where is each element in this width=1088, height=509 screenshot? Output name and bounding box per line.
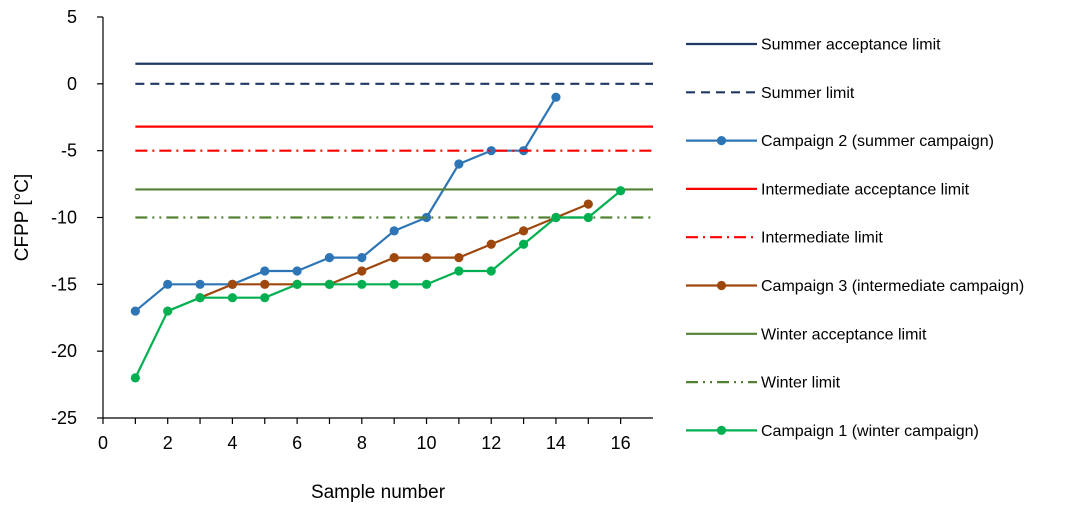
x-tick-label: 14 [546, 433, 566, 453]
legend-label: Campaign 3 (intermediate campaign) [761, 278, 1024, 295]
data-point [421, 212, 432, 223]
x-tick-label: 10 [417, 433, 437, 453]
legend-item-campaign-1-winter-campaign: Campaign 1 (winter campaign) [686, 423, 979, 440]
x-tick-label: 16 [611, 433, 631, 453]
y-tick-label: 0 [67, 74, 77, 94]
data-point [583, 199, 593, 209]
data-point [583, 212, 593, 223]
x-tick-label: 2 [163, 433, 173, 453]
series-line-campaign-2-summer-campaign [134, 96, 557, 312]
x-tick-label: 6 [292, 433, 302, 453]
legend-marker [716, 280, 727, 291]
legend-item-winter-acceptance-limit: Winter acceptance limit [686, 326, 927, 343]
data-point [130, 306, 140, 316]
legend-label: Intermediate acceptance limit [761, 181, 970, 198]
data-point [163, 306, 173, 316]
data-point [421, 253, 432, 263]
axes: 5 0 -5 -10 -15 -20 -25 0 2 4 6 8 10 12 14 16 [51, 7, 653, 453]
data-point [324, 279, 335, 289]
legend-item-intermediate-acceptance-limit: Intermediate acceptance limit [686, 181, 970, 198]
legend-marker [716, 425, 727, 435]
x-axis-title: Sample number [311, 482, 446, 503]
data-point [292, 279, 302, 289]
series-campaign-2-summer-campaign [130, 92, 561, 316]
data-point [227, 279, 238, 289]
data-point [227, 293, 238, 303]
y-tick-label: -15 [51, 274, 77, 294]
data-point [292, 266, 302, 276]
plot-area [130, 62, 653, 383]
legend-label: Campaign 1 (winter campaign) [761, 423, 979, 440]
series-line-campaign-1-winter-campaign [134, 189, 622, 379]
data-point [486, 239, 496, 249]
legend-label: Intermediate limit [761, 230, 883, 247]
legend-item-campaign-2-summer-campaign: Campaign 2 (summer campaign) [686, 133, 994, 150]
data-point [130, 373, 140, 383]
legend-label: Summer limit [761, 85, 855, 102]
data-point [357, 279, 367, 289]
y-tick-label: 5 [67, 7, 77, 27]
data-point [389, 279, 399, 289]
legend-item-summer-limit: Summer limit [686, 85, 855, 102]
data-point [324, 253, 335, 263]
legend-item-intermediate-limit: Intermediate limit [686, 230, 883, 247]
data-point [389, 253, 399, 263]
legend-item-winter-limit: Winter limit [686, 375, 841, 392]
data-point [357, 266, 367, 276]
data-point [260, 293, 270, 303]
series-campaign-1-winter-campaign [130, 186, 626, 383]
data-point [551, 92, 561, 102]
x-tick-label: 0 [98, 433, 108, 453]
data-point [551, 212, 561, 223]
data-point [195, 293, 205, 303]
legend-label: Summer acceptance limit [761, 37, 941, 54]
data-point [389, 226, 399, 236]
data-point [454, 266, 464, 276]
legend-item-campaign-3-intermediate-campaign: Campaign 3 (intermediate campaign) [686, 278, 1024, 295]
legend: Summer acceptance limit Summer limit Campa… [686, 37, 1024, 440]
data-point [486, 146, 496, 156]
y-tick-label: -5 [61, 141, 77, 161]
data-point [518, 239, 529, 249]
data-point [486, 266, 496, 276]
data-point [260, 279, 270, 289]
data-point [454, 253, 464, 263]
y-tick-label: -25 [51, 408, 77, 428]
data-point [195, 279, 205, 289]
y-tick-label: -20 [51, 341, 77, 361]
y-tick-label: -10 [51, 208, 77, 228]
legend-label: Winter limit [761, 375, 841, 392]
x-tick-label: 12 [481, 433, 501, 453]
data-point [357, 253, 367, 263]
data-point [454, 159, 464, 169]
x-tick-label: 4 [227, 433, 237, 453]
data-point [518, 226, 529, 236]
legend-label: Winter acceptance limit [761, 326, 927, 343]
data-point [421, 279, 432, 289]
data-point [616, 186, 626, 196]
legend-marker [716, 136, 727, 146]
y-axis-title: CFPP [°C] [12, 174, 33, 262]
data-point [163, 279, 173, 289]
legend-item-summer-acceptance-limit: Summer acceptance limit [686, 37, 941, 54]
x-tick-label: 8 [357, 433, 367, 453]
legend-label: Campaign 2 (summer campaign) [761, 133, 994, 150]
data-point [260, 266, 270, 276]
